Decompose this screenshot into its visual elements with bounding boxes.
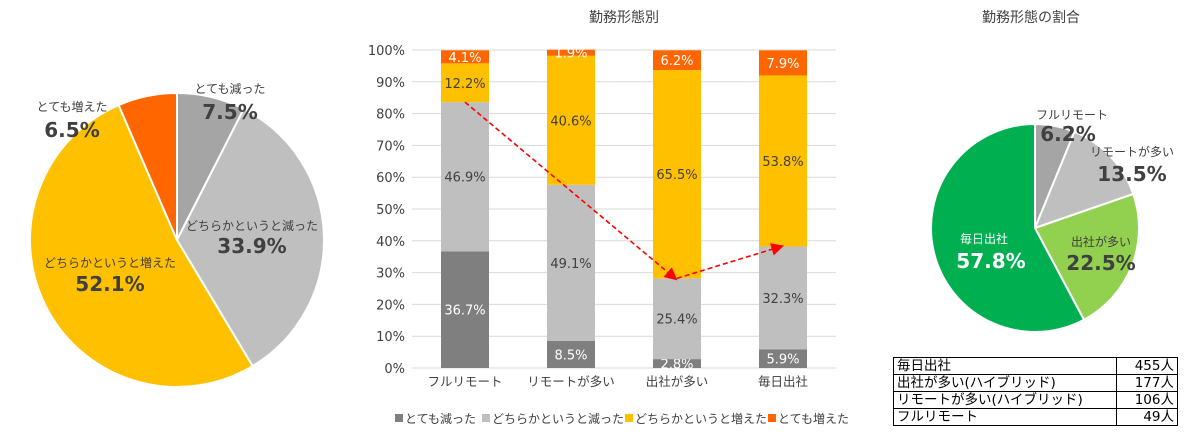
bar-data-label: 49.1%	[550, 257, 591, 272]
bar-segment	[653, 50, 701, 71]
table-cell-label: 毎日出社	[893, 357, 1117, 375]
bar-segment	[653, 70, 701, 279]
legend-swatch	[395, 414, 403, 422]
pie-value-label: 22.5%	[1066, 251, 1135, 275]
legend-label: どちらかというと減った	[492, 411, 624, 426]
pie-slice-2	[1033, 192, 1140, 322]
y-tick-label: 90%	[376, 76, 405, 91]
pie-value-label: 6.2%	[1040, 122, 1095, 146]
table-cell-label: 出社が多い(ハイブリッド)	[893, 374, 1117, 392]
pie-slice-3	[930, 122, 1086, 333]
legend-label: どちらかというと増えた	[635, 412, 767, 426]
y-tick-label: 0%	[384, 362, 405, 377]
y-tick-label: 80%	[376, 108, 405, 123]
bar-data-label: 12.2%	[444, 77, 485, 92]
bar-data-label: 46.9%	[444, 171, 485, 186]
bar-data-label: 4.1%	[448, 51, 481, 66]
table-cell-count: 106人	[1116, 391, 1178, 409]
y-tick-label: 70%	[376, 139, 405, 154]
table-cell-label: リモートが多い(ハイブリッド)	[893, 391, 1117, 409]
bar-segment	[441, 102, 489, 252]
table-cell-count: 455人	[1116, 357, 1178, 375]
bar-data-label: 7.9%	[766, 57, 799, 72]
bar-data-label: 5.9%	[766, 353, 799, 368]
bar-segment	[759, 50, 807, 76]
bar-segment	[759, 75, 807, 247]
x-tick-label: リモートが多い	[527, 374, 615, 389]
bar-data-label: 32.3%	[762, 292, 803, 307]
bar-segment	[441, 251, 489, 368]
legend-swatch	[625, 414, 633, 422]
table-row: 出社が多い(ハイブリッド) 177人	[893, 374, 1178, 392]
x-tick-label: 毎日出社	[758, 374, 808, 389]
bar-data-label: 25.4%	[656, 313, 697, 328]
stacked-bar-chart: 勤務形態別 0% 10% 20% 30% 40% 50% 60% 70% 80% 90% 100% 36…	[368, 10, 849, 426]
bar-data-label: 2.8%	[660, 358, 693, 373]
legend-label: とても増えた	[778, 412, 849, 426]
y-tick-label: 50%	[376, 203, 405, 218]
pie-label: 出社が多い	[1071, 234, 1131, 249]
table-cell-count: 177人	[1116, 374, 1178, 392]
y-tick-label: 60%	[376, 171, 405, 186]
pie-value-label: 6.5%	[44, 118, 99, 142]
pie-label: どちらかというと増えた	[44, 256, 176, 270]
work-style-count-table: 毎日出社 455人 出社が多い(ハイブリッド) 177人 リモートが多い(ハイブリッド)…	[893, 357, 1178, 426]
bar-data-label: 8.5%	[554, 348, 587, 363]
bar-segment	[547, 184, 595, 341]
x-tick-label: フルリモート	[427, 374, 502, 389]
legend-swatch	[482, 414, 490, 422]
pie-label: とても増えた	[36, 100, 107, 114]
bar-segment	[547, 49, 595, 56]
pie-label: リモートが多い	[1090, 144, 1174, 159]
bar-segment	[653, 278, 701, 360]
trend-arrow	[464, 101, 678, 281]
table-cell-count: 49人	[1116, 408, 1178, 426]
pie-label: 毎日出社	[960, 231, 1008, 246]
pie-value-label: 52.1%	[75, 272, 144, 296]
legend-swatch	[768, 414, 776, 422]
bar-segment	[759, 349, 807, 368]
bar-data-label: 6.2%	[660, 54, 693, 69]
y-tick-label: 100%	[368, 44, 405, 59]
legend-label: とても減った	[405, 411, 476, 426]
bar-data-label: 40.6%	[550, 114, 591, 129]
bar-segment	[547, 340, 595, 368]
bar-data-label: 36.7%	[444, 304, 485, 319]
pie-value-label: 13.5%	[1097, 162, 1166, 186]
bar-segment	[653, 359, 701, 368]
pie-slice-2	[29, 103, 254, 388]
pie-slice-1	[175, 107, 325, 368]
bar-data-label: 65.5%	[656, 168, 697, 183]
x-tick-label: 出社が多い	[646, 374, 709, 389]
bar-segment	[759, 246, 807, 350]
y-tick-label: 30%	[376, 267, 405, 282]
pie-label: どちらかというと減った	[186, 218, 318, 233]
pie-label: フルリモート	[1036, 108, 1108, 122]
pie-label: とても減った	[194, 81, 265, 96]
bar-segment	[441, 63, 489, 103]
table-row: 毎日出社 455人	[893, 357, 1178, 375]
table-row: フルリモート 49人	[893, 408, 1178, 426]
pie-slice-3	[117, 91, 178, 241]
bar-data-label: 53.8%	[762, 155, 803, 170]
bar-data-label: 1.9%	[554, 47, 587, 62]
bar-segment	[547, 55, 595, 185]
bar-segment	[441, 50, 489, 64]
y-tick-label: 40%	[376, 235, 405, 250]
pie-value-label: 57.8%	[956, 249, 1025, 273]
bar-chart-title: 勤務形態別	[589, 10, 659, 26]
pie-value-label: 33.9%	[217, 234, 286, 258]
table-row: リモートが多い(ハイブリッド) 106人	[893, 391, 1178, 409]
pie-slice-1	[1033, 130, 1135, 230]
trend-arrow	[676, 243, 785, 280]
right-pie-title: 勤務形態の割合	[982, 9, 1080, 26]
pie-value-label: 7.5%	[202, 100, 257, 124]
y-tick-label: 10%	[376, 330, 405, 345]
y-tick-label: 20%	[376, 298, 405, 313]
table-cell-label: フルリモート	[893, 408, 1117, 426]
